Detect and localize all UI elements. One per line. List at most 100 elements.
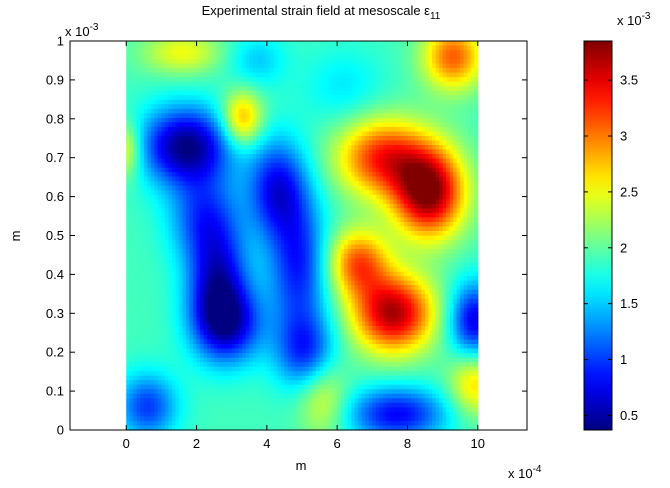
heatmap-cell: [428, 172, 433, 178]
heatmap-cell: [344, 203, 349, 209]
heatmap-cell: [294, 154, 300, 160]
heatmap-cell: [403, 45, 409, 51]
heatmap-cell: [193, 199, 198, 205]
heatmap-cell: [351, 104, 356, 110]
heatmap-cell: [425, 158, 430, 164]
heatmap-cell: [340, 149, 345, 155]
heatmap-cell: [231, 154, 236, 160]
heatmap-cell: [312, 226, 317, 232]
heatmap-cell: [403, 99, 409, 105]
heatmap-cell: [368, 158, 373, 164]
heatmap-cell: [168, 108, 173, 114]
heatmap-cell: [252, 190, 257, 196]
heatmap-cell: [319, 99, 324, 105]
heatmap-cell: [200, 190, 205, 196]
heatmap-cell: [393, 208, 398, 214]
heatmap-cell: [316, 230, 321, 237]
heatmap-cell: [217, 194, 222, 200]
heatmap-cell: [259, 90, 264, 96]
heatmap-cell: [354, 117, 359, 124]
heatmap-cell: [150, 181, 155, 187]
heatmap-cell: [280, 68, 286, 74]
heatmap-cell: [277, 117, 282, 124]
heatmap-cell: [410, 176, 416, 182]
heatmap-cell: [375, 63, 380, 69]
heatmap-cell: [323, 45, 328, 51]
heatmap-cell: [323, 163, 328, 169]
heatmap-cell: [249, 140, 254, 146]
heatmap-cell: [467, 226, 472, 232]
heatmap-cell: [252, 77, 257, 83]
heatmap-cell: [287, 203, 293, 209]
heatmap-cell: [442, 59, 447, 65]
heatmap-cell: [312, 167, 317, 173]
heatmap-cell: [463, 149, 468, 155]
heatmap-cell: [126, 72, 131, 78]
heatmap-cell: [403, 172, 409, 178]
heatmap-cell: [365, 163, 370, 169]
heatmap-cell: [175, 45, 180, 51]
heatmap-cell: [361, 41, 366, 47]
heatmap-cell: [368, 249, 373, 255]
heatmap-cell: [217, 126, 222, 133]
heatmap-cell: [368, 176, 373, 182]
heatmap-cell: [407, 99, 412, 105]
heatmap-cell: [428, 72, 433, 78]
heatmap-cell: [456, 181, 461, 187]
heatmap-cell: [263, 81, 268, 87]
heatmap-cell: [273, 262, 279, 268]
heatmap-cell: [210, 244, 215, 250]
heatmap-cell: [164, 176, 170, 182]
heatmap-cell: [249, 208, 254, 214]
heatmap-cell: [435, 145, 440, 151]
heatmap-cell: [214, 54, 219, 60]
heatmap-cell: [136, 77, 141, 83]
heatmap-cell: [207, 50, 212, 56]
heatmap-cell: [463, 158, 468, 164]
heatmap-cell: [175, 59, 180, 65]
heatmap-cell: [470, 176, 475, 182]
heatmap-cell: [193, 113, 198, 119]
heatmap-cell: [259, 199, 264, 205]
heatmap-cell: [305, 262, 310, 268]
heatmap-cell: [396, 54, 402, 60]
heatmap-cell: [347, 77, 352, 83]
heatmap-cell: [164, 154, 170, 160]
heatmap-cell: [273, 104, 279, 110]
heatmap-cell: [196, 221, 201, 228]
heatmap-cell: [400, 149, 405, 155]
heatmap-cell: [305, 208, 310, 214]
heatmap-cell: [238, 244, 243, 250]
heatmap-cell: [358, 163, 363, 169]
heatmap-cell: [249, 41, 254, 47]
heatmap-cell: [175, 81, 180, 87]
heatmap-cell: [326, 68, 331, 74]
heatmap-cell: [287, 154, 293, 160]
heatmap-cell: [351, 145, 356, 151]
heatmap-cell: [442, 226, 447, 232]
heatmap-cell: [298, 135, 303, 142]
heatmap-cell: [147, 131, 152, 137]
heatmap-cell: [442, 176, 447, 182]
heatmap-cell: [214, 104, 219, 110]
heatmap-cell: [389, 253, 395, 259]
heatmap-cell: [287, 244, 293, 250]
heatmap-cell: [305, 90, 310, 96]
heatmap-cell: [214, 258, 219, 264]
heatmap-cell: [312, 50, 317, 56]
heatmap-cell: [217, 50, 222, 56]
heatmap-cell: [178, 185, 184, 191]
heatmap-cell: [365, 50, 370, 56]
heatmap-cell: [396, 230, 402, 237]
heatmap-cell: [196, 99, 201, 105]
heatmap-cell: [245, 68, 250, 74]
heatmap-cell: [189, 117, 194, 124]
heatmap-cell: [150, 122, 155, 128]
heatmap-cell: [249, 172, 254, 178]
heatmap-cell: [235, 240, 240, 246]
heatmap-cell: [133, 240, 138, 246]
heatmap-cell: [298, 68, 303, 74]
heatmap-cell: [186, 68, 191, 74]
heatmap-cell: [309, 81, 314, 87]
heatmap-cell: [245, 181, 250, 187]
